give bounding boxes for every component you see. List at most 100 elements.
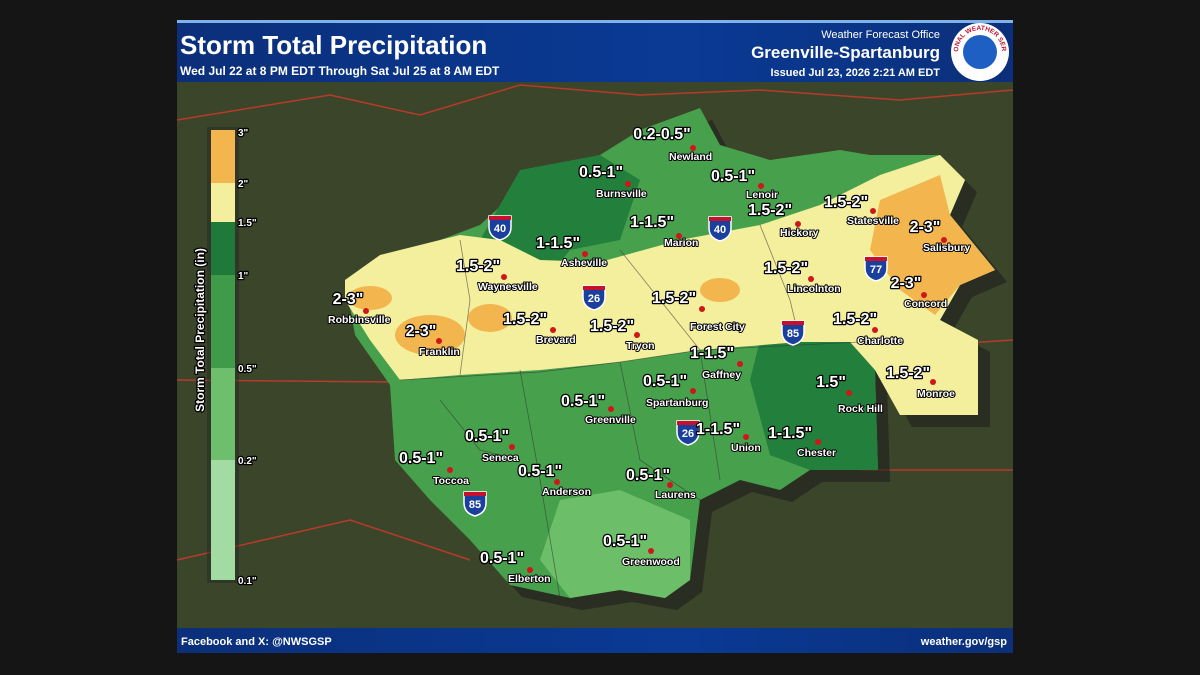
shield-number: 85 xyxy=(787,328,799,340)
city-name: Forest City xyxy=(690,321,745,333)
city-dot xyxy=(648,548,654,554)
interstate-shield xyxy=(781,320,805,346)
shield-top xyxy=(677,421,699,425)
city-name: Marion xyxy=(664,237,698,249)
legend: Storm Total Precipitation (in) 3" 2" 1.5" 1… xyxy=(192,127,258,589)
city-name: Greenwood xyxy=(622,556,680,568)
precip-amount: 2-3" xyxy=(333,291,364,308)
city-name: Lincolnton xyxy=(787,283,841,295)
legend-tick: 0.2" xyxy=(238,456,257,467)
legend-tick: 1" xyxy=(238,271,249,282)
legend-tick: 3" xyxy=(238,128,249,139)
interstate-shield xyxy=(676,420,700,446)
shield-top xyxy=(464,492,486,496)
city-name: Rock Hill xyxy=(838,403,883,415)
shield-number: 77 xyxy=(870,264,882,276)
interstate-shield xyxy=(463,491,487,517)
city-name: Tryon xyxy=(626,340,655,352)
precip-amount: 1.5-2" xyxy=(652,290,696,307)
legend-tick: 2" xyxy=(238,179,249,190)
legend-swatch xyxy=(211,130,235,183)
shield-top xyxy=(865,257,887,261)
region-1-5-in xyxy=(345,155,995,415)
region-2-in xyxy=(348,286,392,310)
interstate-shield xyxy=(864,256,888,282)
precip-amount: 1-1.5" xyxy=(690,345,734,362)
city-name: Seneca xyxy=(482,452,519,464)
city-dot xyxy=(743,434,749,440)
city-dot xyxy=(758,183,764,189)
precip-amount: 1.5-2" xyxy=(503,311,547,328)
precip-amount: 0.5-1" xyxy=(643,373,687,390)
city-dot xyxy=(815,439,821,445)
interstate-shield xyxy=(488,215,512,241)
city-dot xyxy=(872,327,878,333)
shield-number: 26 xyxy=(682,428,694,440)
city-name: Toccoa xyxy=(433,475,469,487)
shield-top xyxy=(782,321,804,325)
region-half-in xyxy=(540,490,690,598)
precip-amount: 1.5-2" xyxy=(456,258,500,275)
city-name: Anderson xyxy=(542,486,591,498)
region-2-in xyxy=(468,304,512,332)
city-dot xyxy=(846,390,852,396)
interstate-shield xyxy=(708,216,732,242)
city-name: Robbinsville xyxy=(328,314,391,326)
city-dot xyxy=(625,181,631,187)
precip-amount: 2-3" xyxy=(891,275,922,292)
city-name: Union xyxy=(731,442,761,454)
map xyxy=(176,20,1014,653)
precip-amount: 0.5-1" xyxy=(711,168,755,185)
county-lines xyxy=(399,224,861,599)
city-dot xyxy=(676,233,682,239)
city-dot xyxy=(634,332,640,338)
issued: Issued Jul 23, 2026 2:21 AM EDT xyxy=(770,67,940,79)
precip-amount: 0.5-1" xyxy=(518,463,562,480)
precip-amount: 0.5-1" xyxy=(626,467,670,484)
city-dot xyxy=(870,208,876,214)
precip-amount: 0.5-1" xyxy=(480,550,524,567)
precip-amount: 1.5-2" xyxy=(748,202,792,219)
precip-amount: 0.5-1" xyxy=(561,393,605,410)
city-name: Statesville xyxy=(847,215,899,227)
city-dot xyxy=(941,237,947,243)
region-high-green xyxy=(750,340,878,470)
city-name: Franklin xyxy=(419,346,460,358)
city-dot xyxy=(554,479,560,485)
header-edge xyxy=(177,20,1013,23)
office-name: Greenville-Spartanburg xyxy=(751,43,940,62)
city-dot xyxy=(447,467,453,473)
shield-number: 40 xyxy=(494,223,506,235)
city-dot xyxy=(509,444,515,450)
legend-swatch xyxy=(211,368,235,460)
city-name: Laurens xyxy=(655,489,696,501)
legend-swatch xyxy=(211,222,235,275)
city-name: Waynesville xyxy=(478,281,538,293)
shield-number: 26 xyxy=(588,293,600,305)
city-name: Salisbury xyxy=(923,242,970,254)
interstate-shield xyxy=(582,285,606,311)
title: Storm Total Precipitation xyxy=(180,30,487,60)
city-name: Chester xyxy=(797,447,836,459)
city-name: Gaffney xyxy=(702,369,741,381)
shield-top xyxy=(489,216,511,220)
city-dot xyxy=(737,361,743,367)
city-dot xyxy=(795,221,801,227)
legend-tick: 0.1" xyxy=(238,576,257,587)
legend-swatch xyxy=(211,183,235,222)
legend-swatch xyxy=(211,460,235,580)
footer-right: weather.gov/gsp xyxy=(920,636,1007,648)
legend-tick: 0.5" xyxy=(238,364,257,375)
city-dot xyxy=(808,276,814,282)
city-dot xyxy=(582,251,588,257)
footer-band xyxy=(177,628,1013,653)
precip-amount: 1-1.5" xyxy=(696,421,740,438)
city-dot xyxy=(690,145,696,151)
precip-amount: 1.5" xyxy=(816,374,846,391)
logo-center xyxy=(963,35,997,69)
precip-amount: 0.5-1" xyxy=(579,164,623,181)
city-name: Burnsville xyxy=(596,188,647,200)
city-dot xyxy=(667,482,673,488)
precip-amount: 1-1.5" xyxy=(536,235,580,252)
